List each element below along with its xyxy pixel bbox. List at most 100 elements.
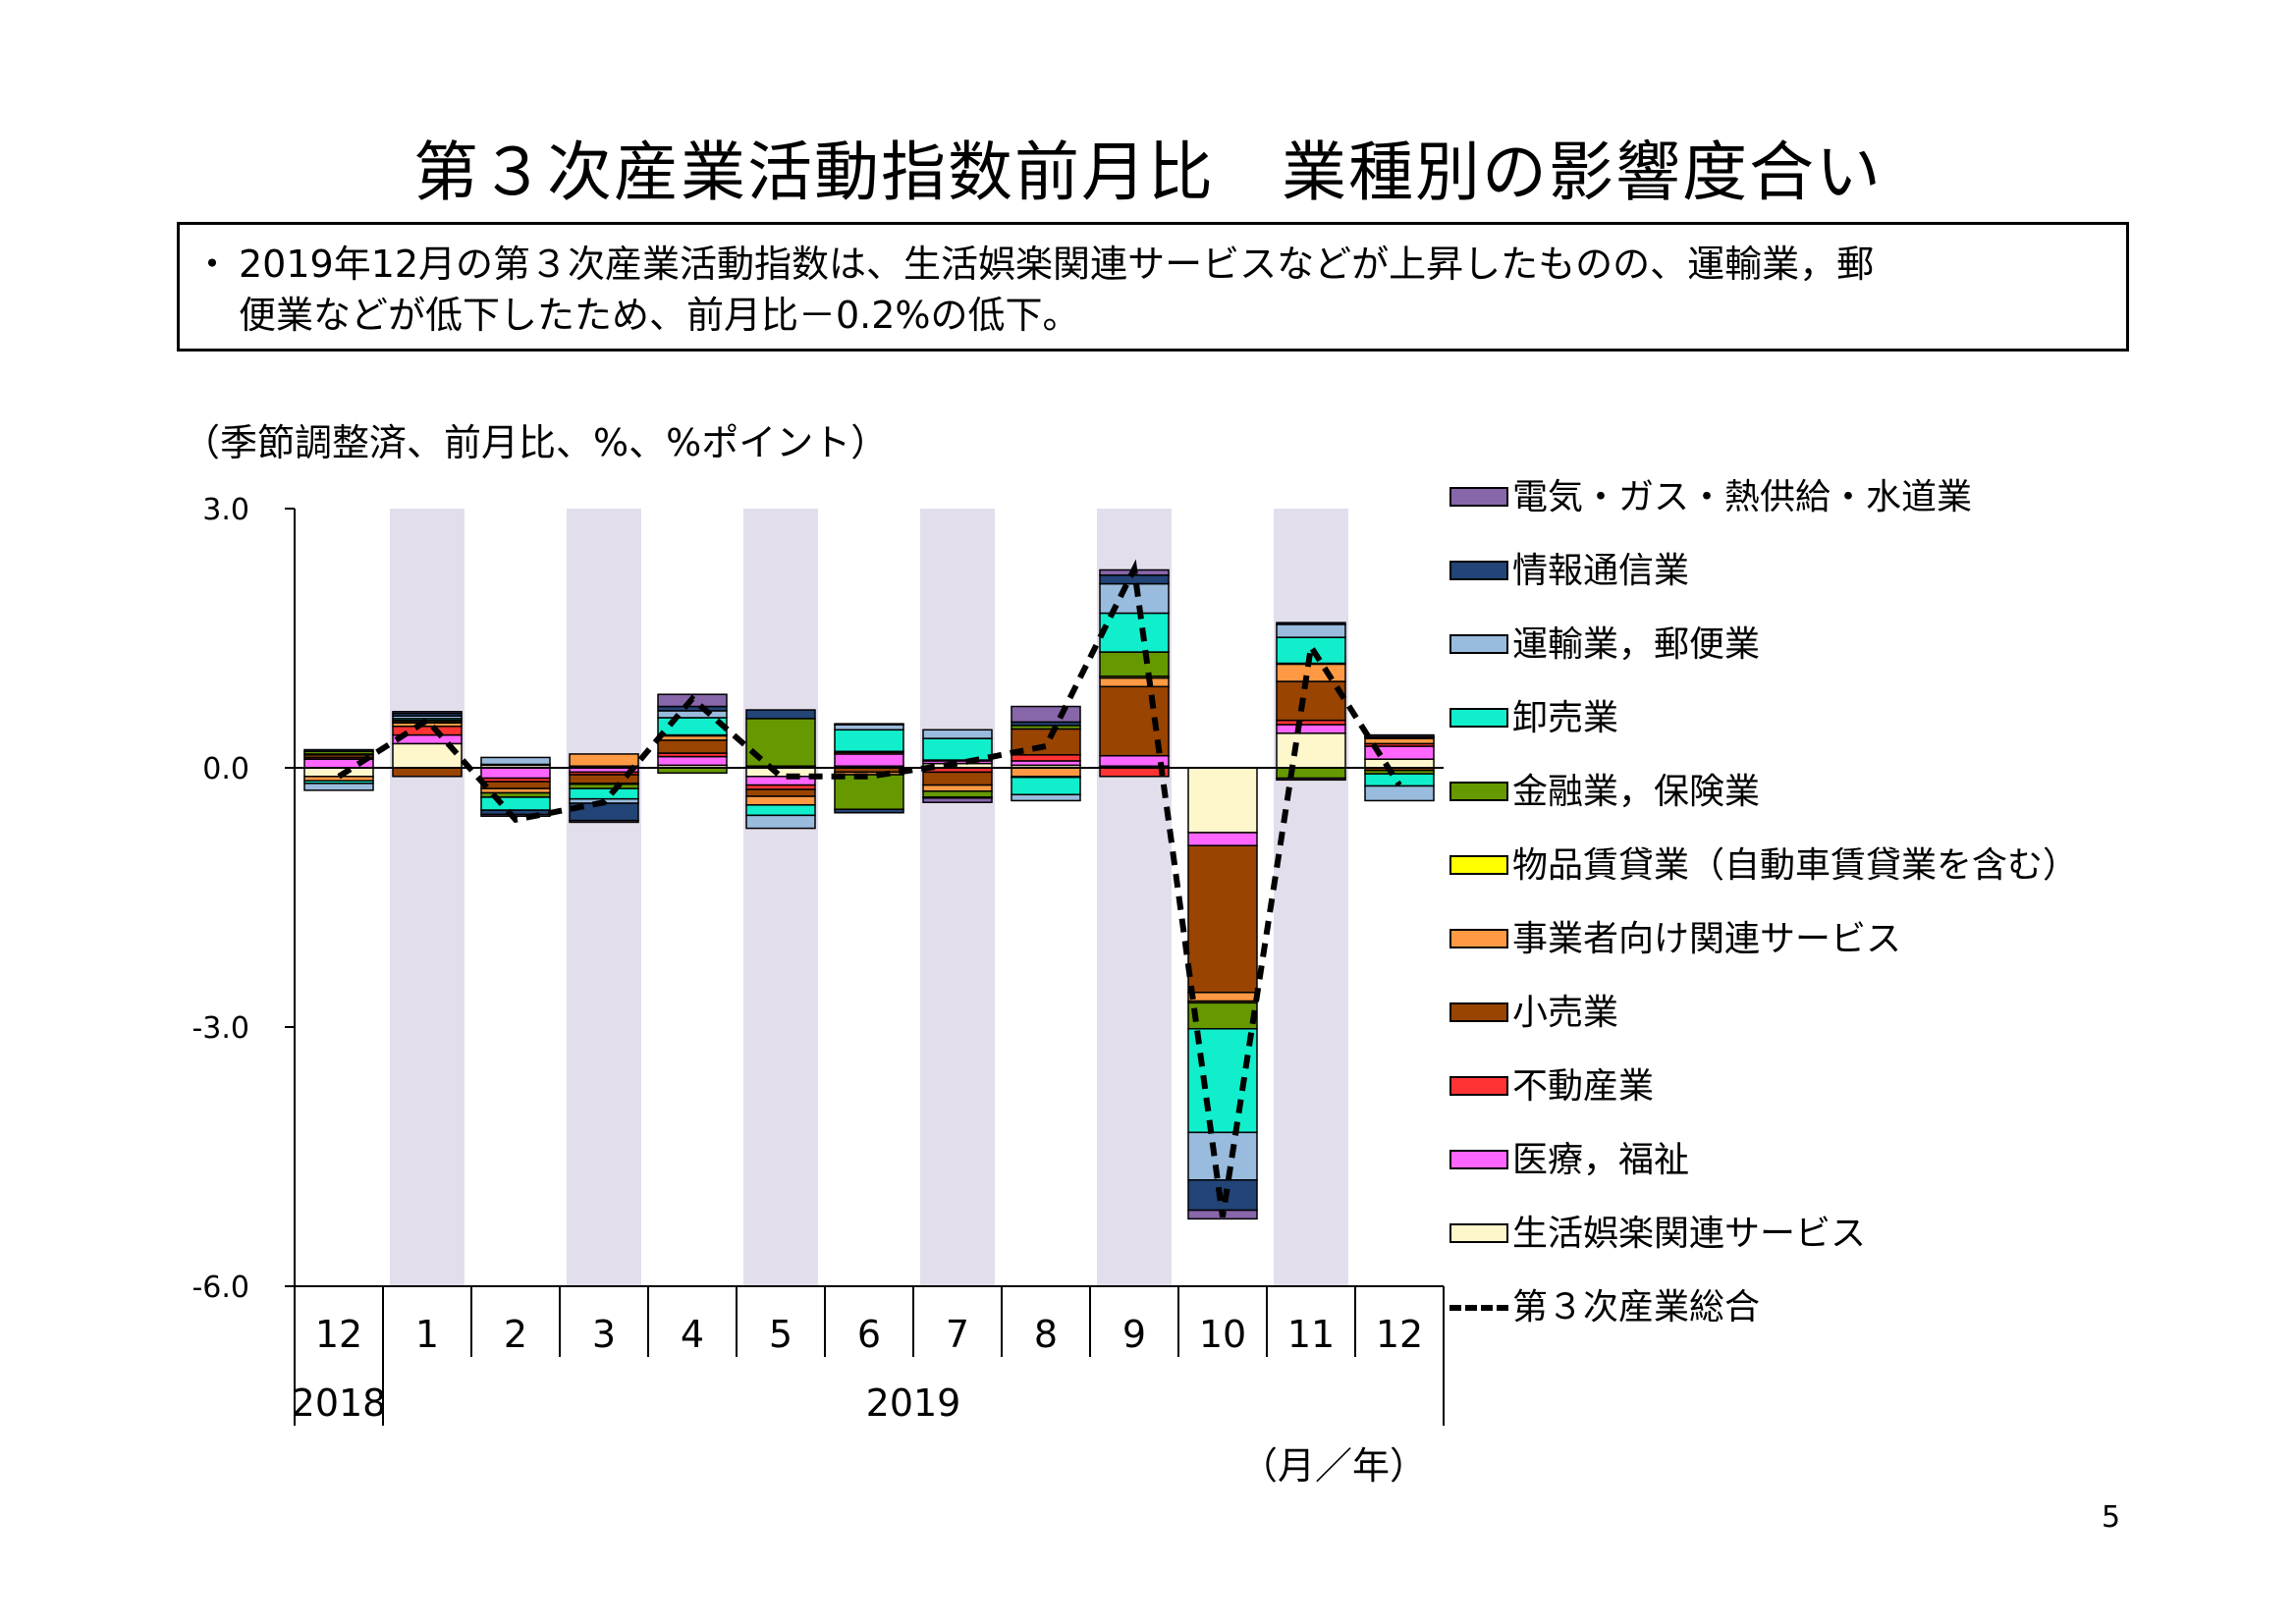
legend-item: 情報通信業 xyxy=(1449,549,2137,594)
legend-swatch xyxy=(1449,561,1508,580)
total-line xyxy=(337,559,1402,1218)
legend-label: 運輸業，郵便業 xyxy=(1512,624,1761,665)
legend-label: 医療，福祉 xyxy=(1512,1140,1690,1180)
bar-segment xyxy=(569,787,639,800)
bar-segment xyxy=(922,729,993,739)
legend-swatch xyxy=(1449,1150,1508,1169)
x-axis-label: （月／年） xyxy=(1240,1444,1427,1488)
bar-segment xyxy=(1276,767,1346,780)
legend-item: 金融業，保険業 xyxy=(1449,770,2137,815)
bar-segment xyxy=(480,781,551,789)
unit-note: （季節調整済、前月比、%、%ポイント） xyxy=(183,421,889,464)
bar-segment xyxy=(1187,1001,1258,1030)
bar-segment xyxy=(303,783,374,791)
bar-segment xyxy=(1364,758,1435,769)
legend-swatch xyxy=(1449,929,1508,948)
bar-segment xyxy=(569,753,639,767)
bar-segment xyxy=(480,796,551,811)
bar-segment xyxy=(745,795,816,806)
bar-segment xyxy=(834,724,904,731)
y-tick-label: -6.0 xyxy=(191,1271,249,1305)
legend-swatch xyxy=(1449,1076,1508,1096)
shaded-band xyxy=(567,509,641,1286)
bar-segment xyxy=(922,737,993,761)
y-tick-label: 0.0 xyxy=(202,752,249,786)
legend-item: 医療，福祉 xyxy=(1449,1138,2137,1183)
bar-segment xyxy=(480,767,551,780)
legend-swatch xyxy=(1449,1223,1508,1243)
x-tick-label: 10 xyxy=(1199,1313,1246,1356)
legend-swatch xyxy=(1449,634,1508,654)
summary-line-1: 2019年12月の第３次産業活動指数は、生活娯楽関連サービスなどが上昇したものの… xyxy=(239,243,1875,286)
bar-segment xyxy=(657,739,728,754)
legend-item: 事業者向け関連サービス xyxy=(1449,917,2137,962)
bar-segment xyxy=(922,797,993,803)
bar-segment xyxy=(1011,767,1081,778)
bar-segment xyxy=(1099,767,1170,778)
legend-item: 運輸業，郵便業 xyxy=(1449,623,2137,668)
bar-segment xyxy=(745,767,816,778)
bar-segment xyxy=(834,723,904,726)
bar-segment xyxy=(1364,733,1435,738)
x-tick-label: 6 xyxy=(857,1313,881,1356)
legend-swatch xyxy=(1449,855,1508,875)
legend-swatch xyxy=(1449,487,1508,507)
bar-segment xyxy=(1099,574,1170,585)
page-title: 第３次産業活動指数前月比 業種別の影響度合い xyxy=(413,135,1883,210)
bar-segment xyxy=(1187,844,1258,994)
bar-segment xyxy=(657,717,728,736)
bar-segment xyxy=(1364,785,1435,802)
bar-segment xyxy=(1276,732,1346,769)
bar-segment xyxy=(1187,832,1258,846)
bar-segment xyxy=(745,776,816,786)
bar-segment xyxy=(1011,793,1081,802)
bar-segment xyxy=(392,711,463,715)
legend-label: 不動産業 xyxy=(1512,1066,1655,1107)
shaded-band xyxy=(743,509,818,1286)
bar-segment xyxy=(1276,724,1346,734)
bar-segment xyxy=(1276,622,1346,625)
bar-segment xyxy=(1187,767,1258,834)
year-label: 2018 xyxy=(292,1381,387,1425)
bar-segment xyxy=(834,808,904,814)
legend-swatch xyxy=(1449,782,1508,801)
x-tick-label: 8 xyxy=(1034,1313,1058,1356)
x-tick-label: 12 xyxy=(1376,1313,1423,1356)
bar-segment xyxy=(745,814,816,830)
bar-segment xyxy=(745,804,816,817)
x-tick-label: 7 xyxy=(946,1313,969,1356)
bar-segment xyxy=(1276,663,1346,682)
bar-segment xyxy=(745,709,816,720)
bar-segment xyxy=(1187,992,1258,1002)
bar-segment xyxy=(1011,754,1081,762)
x-tick-label: 2 xyxy=(504,1313,527,1356)
bar-segment xyxy=(1187,1179,1258,1212)
legend-swatch xyxy=(1449,1002,1508,1022)
bar-segment xyxy=(1187,1131,1258,1181)
y-tick-label: -3.0 xyxy=(191,1011,249,1046)
x-tick-label: 9 xyxy=(1122,1313,1146,1356)
bar-segment xyxy=(657,755,728,767)
bar-segment xyxy=(922,771,993,786)
bar-segment xyxy=(922,784,993,792)
y-tick-label: 3.0 xyxy=(202,493,249,527)
legend-label: 生活娯楽関連サービス xyxy=(1512,1214,1867,1254)
year-label: 2019 xyxy=(866,1381,961,1425)
x-tick-label: 3 xyxy=(592,1313,616,1356)
bar-segment xyxy=(834,729,904,753)
bar-segment xyxy=(1011,776,1081,796)
legend-item: 不動産業 xyxy=(1449,1064,2137,1110)
bar-segment xyxy=(834,753,904,767)
bar-segment xyxy=(745,788,816,797)
summary-bullet: ・ xyxy=(193,243,232,286)
bar-segment xyxy=(569,819,639,824)
legend-label: 金融業，保険業 xyxy=(1512,772,1761,812)
legend-item: 小売業 xyxy=(1449,991,2137,1036)
legend-label: 物品賃貸業（自動車賃貸業を含む） xyxy=(1512,845,2079,886)
bar-segment xyxy=(1011,705,1081,724)
bar-segment xyxy=(922,790,993,798)
bar-segment xyxy=(480,756,551,766)
legend-swatch xyxy=(1449,708,1508,728)
legend-item: 物品賃貸業（自動車賃貸業を含む） xyxy=(1449,843,2137,889)
